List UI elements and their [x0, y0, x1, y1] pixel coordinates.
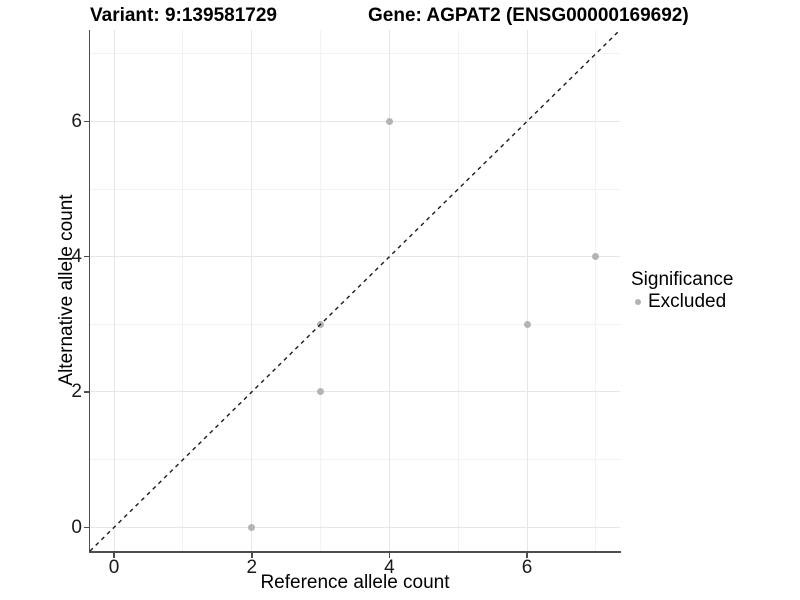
legend-key-dot [635, 299, 641, 305]
x-tick-mark [113, 552, 115, 558]
grid-major-vline [388, 30, 390, 551]
x-tick-label: 4 [384, 557, 395, 578]
grid-major-hline [90, 256, 620, 258]
y-tick-label: 0 [71, 516, 82, 538]
legend-title: Significance [631, 269, 734, 290]
y-axis-title: Alternative allele count [56, 194, 77, 386]
legend-entry: Excluded [631, 291, 733, 313]
data-point [592, 253, 600, 261]
grid-major-vline [113, 30, 115, 551]
y-tick-mark [83, 391, 89, 393]
grid-major-hline [90, 391, 620, 393]
y-tick-label: 6 [71, 110, 82, 132]
grid-major-vline [526, 30, 528, 551]
grid-major-vline [251, 30, 253, 551]
y-tick-label: 2 [71, 381, 82, 403]
data-point [248, 523, 256, 531]
legend-entries: Excluded [631, 291, 733, 313]
x-axis-line [88, 551, 621, 553]
x-axis-title: Reference allele count [260, 572, 450, 593]
legend-entry-label: Excluded [648, 291, 727, 312]
y-tick-mark [83, 120, 89, 123]
grid-minor-hline [90, 459, 620, 461]
y-tick-mark [83, 255, 89, 258]
grid-minor-vline [182, 30, 184, 551]
grid-minor-vline [457, 30, 459, 551]
legend: Significance Excluded [631, 268, 733, 313]
plot-title-variant: Variant: 9:139581729 [90, 5, 277, 26]
grid-minor-hline [90, 188, 620, 190]
grid-minor-vline [595, 30, 597, 551]
grid-major-hline [90, 526, 620, 528]
data-point [523, 320, 531, 328]
x-tick-mark [388, 552, 391, 558]
grid-minor-vline [320, 30, 322, 551]
x-tick-mark [251, 552, 253, 558]
data-point [317, 388, 325, 396]
x-tick-label: 6 [521, 557, 533, 578]
grid-minor-hline [90, 323, 620, 325]
y-tick-mark [83, 526, 89, 529]
grid-major-hline [90, 120, 620, 122]
identity-line [89, 29, 621, 552]
grid-minor-hline [90, 53, 620, 55]
plot-title-gene: Gene: AGPAT2 (ENSG00000169692) [368, 5, 689, 26]
data-point [385, 117, 393, 125]
plot-panel [89, 29, 621, 552]
x-tick-label: 0 [108, 557, 120, 578]
x-tick-label: 2 [246, 557, 258, 578]
y-tick-label: 4 [71, 246, 82, 268]
y-axis-line [88, 30, 91, 553]
x-tick-mark [526, 552, 528, 558]
